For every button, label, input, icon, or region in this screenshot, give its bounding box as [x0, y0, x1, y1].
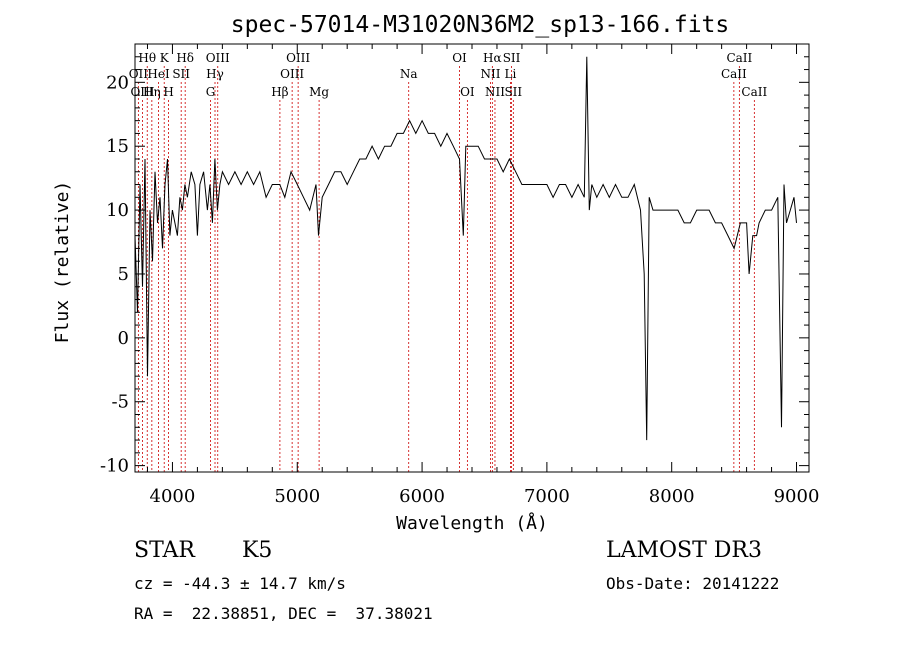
y-axis-label: Flux (relative): [52, 181, 73, 344]
line-marker-label: Hθ: [138, 51, 156, 65]
y-tick-label: -10: [100, 456, 129, 477]
spectrum-line: [134, 56, 797, 441]
redshift-text: cz = -44.3 ± 14.7 km/s: [134, 574, 346, 593]
line-marker-label: Na: [400, 67, 418, 81]
x-tick-label: 7000: [524, 486, 570, 507]
plot-frame: [134, 43, 810, 473]
y-tick-label: 10: [106, 200, 129, 221]
chart-title: spec-57014-M31020N36M2_sp13-166.fits: [231, 12, 730, 38]
y-tick-label: 15: [106, 136, 129, 157]
x-tick-label: 8000: [649, 486, 695, 507]
x-tick-label: 9000: [774, 486, 820, 507]
line-marker-label: SII: [504, 85, 522, 99]
line-marker-label: OII: [129, 67, 149, 81]
line-marker-label: G: [206, 85, 216, 99]
y-tick-label: -5: [111, 392, 129, 413]
x-tick-label: 4000: [150, 486, 196, 507]
line-marker-label: Mg: [309, 85, 329, 99]
line-marker-label: K: [160, 51, 170, 65]
line-marker-label: NII: [480, 67, 500, 81]
line-marker-label: OIII: [280, 67, 304, 81]
x-tick-label: 6000: [399, 486, 445, 507]
line-marker-label: CaII: [741, 85, 767, 99]
line-marker-label: CaII: [721, 67, 747, 81]
subclass-label: K5: [242, 538, 273, 563]
class-label: STAR: [134, 538, 195, 563]
line-marker-label: CaII: [726, 51, 752, 65]
x-axis-label: Wavelength (Å): [396, 512, 548, 534]
line-marker-label: H: [163, 85, 173, 99]
line-marker-label: Hη: [143, 85, 161, 99]
line-marker-label: HeI: [147, 67, 170, 81]
obs-date-text: Obs-Date: 20141222: [606, 574, 780, 593]
line-marker-label: OI: [460, 85, 475, 99]
line-marker-label: Hβ: [271, 85, 288, 99]
y-axis: -10 -5 0 5 10 15 20: [100, 56, 809, 477]
line-marker-label: Hδ: [176, 51, 194, 65]
line-marker-label: NII: [485, 85, 505, 99]
line-marker-label: OIII: [286, 51, 310, 65]
line-marker-label: Li: [505, 67, 517, 81]
y-tick-label: 5: [118, 264, 129, 285]
line-marker-label: Hγ: [206, 67, 224, 81]
line-markers: [137, 66, 755, 472]
survey-label: LAMOST DR3: [606, 538, 762, 563]
line-marker-label: SII: [503, 51, 521, 65]
x-axis: 4000 5000 6000 7000 8000 9000: [146, 44, 820, 507]
x-tick-label: 5000: [274, 486, 320, 507]
y-tick-label: 20: [106, 72, 129, 93]
line-marker-label: SII: [172, 67, 190, 81]
radec-text: RA = 22.38851, DEC = 37.38021: [134, 604, 433, 623]
line-marker-label: OIII: [206, 51, 230, 65]
y-tick-label: 0: [118, 328, 129, 349]
line-marker-label: OI: [452, 51, 467, 65]
line-marker-label: Hα: [483, 51, 502, 65]
